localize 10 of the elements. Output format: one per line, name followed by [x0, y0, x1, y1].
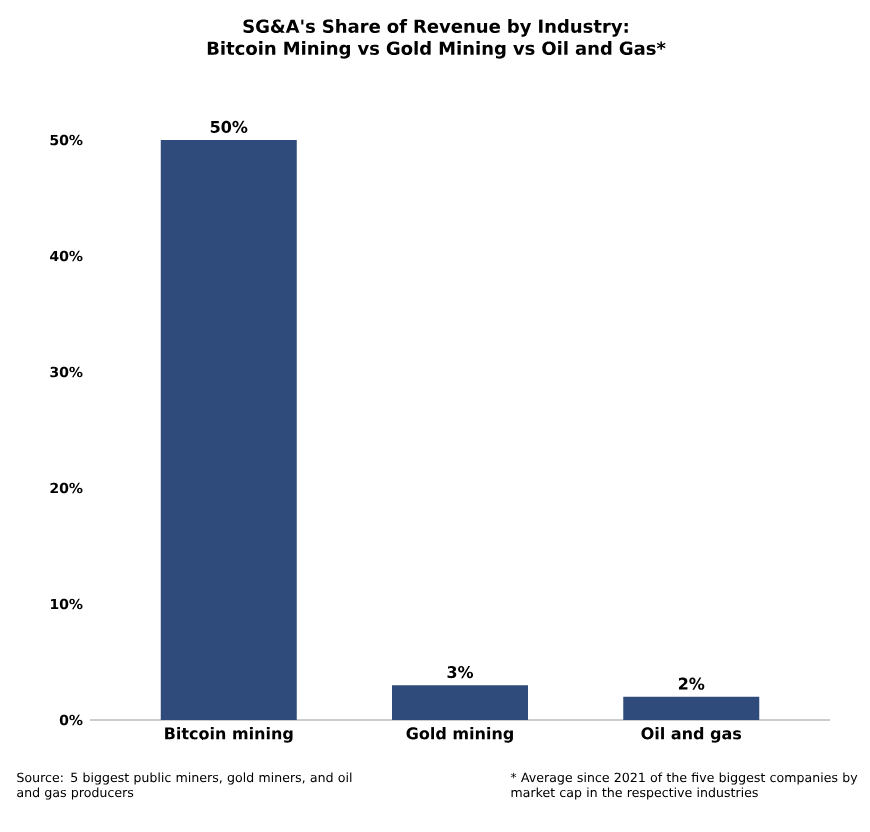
bar — [623, 696, 760, 720]
bar — [160, 140, 297, 720]
x-tick-label: Oil and gas — [641, 727, 742, 743]
data-label: 50% — [210, 120, 248, 133]
x-tick-label: Bitcoin mining — [165, 727, 293, 743]
chart-title: SG&A's Share of Revenue by Industry: Bitcoin Mining vs Gold Mining vs Oil and Gas* — [207, 19, 666, 59]
bar — [392, 685, 529, 720]
data-label: 2% — [678, 677, 705, 690]
data-label: 3% — [447, 666, 474, 679]
x-tick-label: Gold mining — [406, 727, 513, 743]
